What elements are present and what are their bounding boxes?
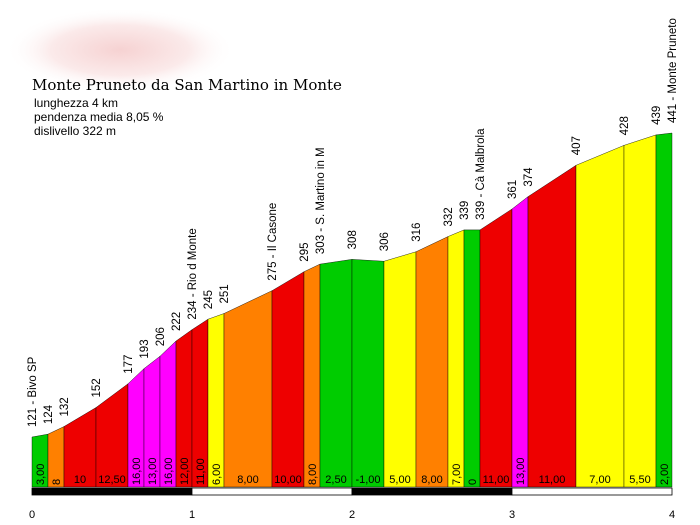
profile-segment [383, 251, 417, 488]
grade-label: 7,00 [451, 464, 463, 485]
title-glow [5, 8, 235, 92]
grade-label: 0 [467, 479, 479, 485]
elevation-label: 439 [651, 106, 663, 125]
scale-bar-km [191, 487, 353, 496]
grade-label: -1,00 [355, 474, 380, 486]
stat-length: lunghezza 4 km [34, 96, 118, 110]
scale-bar-km [31, 487, 193, 496]
grade-label: 8,00 [421, 474, 442, 486]
grade-label: 11,00 [195, 458, 207, 485]
elevation-label: 206 [155, 327, 167, 346]
grade-label: 11,00 [539, 474, 566, 486]
elevation-label: 441 - Monte Pruneto [667, 18, 679, 123]
elevation-label: 407 [571, 136, 583, 155]
grade-label: 5,50 [629, 474, 650, 486]
grade-label: 2,00 [659, 464, 671, 485]
elevation-label: 251 [219, 284, 231, 303]
x-tick-label: 3 [509, 509, 515, 521]
grade-label: 13,00 [515, 457, 527, 485]
distance-scale-bar [31, 487, 673, 496]
elevation-label: 193 [139, 339, 151, 358]
elevation-label: 177 [123, 355, 135, 374]
profile-segment [479, 208, 513, 488]
scale-bar-km [351, 487, 513, 496]
elevation-label: 295 [299, 243, 311, 262]
elevation-label: 308 [347, 230, 359, 249]
elevation-label: 339 - Cà Malbrola [475, 128, 487, 220]
profile-segments [31, 132, 673, 488]
profile-segment [527, 164, 577, 488]
grade-label: 2,50 [325, 474, 346, 486]
profile-segment [47, 426, 65, 488]
grade-label: 7,00 [589, 474, 610, 486]
elevation-label: 222 [171, 312, 183, 331]
grade-label: 3,00 [35, 464, 47, 485]
elevation-label: 428 [619, 116, 631, 135]
elevation-label: 361 [507, 180, 519, 199]
elevation-label: 234 - Rio d Monte [187, 228, 199, 319]
x-tick-label: 2 [349, 509, 355, 521]
grade-label: 8 [51, 479, 63, 485]
profile-segment [447, 229, 465, 488]
elevation-label: 339 [459, 201, 471, 220]
scale-bar-km [511, 487, 673, 496]
profile-segment [351, 259, 385, 488]
elevation-label: 245 [203, 290, 215, 309]
grade-label: 11,00 [483, 474, 510, 486]
profile-segment [575, 145, 625, 488]
profile-segment [415, 236, 449, 488]
profile-segment [303, 263, 321, 488]
elevation-label: 332 [443, 207, 455, 226]
grade-label: 16,00 [131, 457, 143, 485]
elevation-label: 152 [91, 378, 103, 397]
stat-average-grade: pendenza media 8,05 % [34, 110, 164, 124]
elevation-label: 306 [379, 232, 391, 251]
grade-label: 10 [74, 474, 86, 486]
grade-label: 6,00 [211, 464, 223, 485]
grade-label: 8,00 [307, 464, 319, 485]
elevation-label: 275 - Il Casone [267, 203, 279, 281]
profile-segment [207, 313, 225, 488]
profile-segment [95, 383, 129, 488]
elevation-label: 316 [411, 223, 423, 242]
grade-label: 5,00 [389, 474, 410, 486]
profile-segment [511, 196, 529, 488]
elevation-label: 121 - Bivo SP [27, 356, 39, 427]
x-tick-label: 1 [189, 509, 195, 521]
x-axis-ticks: 0 1 2 3 4 [29, 509, 675, 521]
stat-elevation-gain: dislivello 322 m [34, 124, 116, 138]
grade-label: 13,00 [147, 457, 159, 485]
grade-labels: 3,00 8 10 12,50 16,00 13,00 16,00 12,00 11,00 6,0… [35, 457, 671, 486]
elevation-label: 374 [523, 167, 535, 187]
profile-segment [319, 259, 353, 488]
profile-segment [463, 229, 481, 488]
elevation-label: 132 [59, 397, 71, 416]
profile-segment [655, 132, 673, 488]
grade-label: 8,00 [237, 474, 258, 486]
x-tick-label: 0 [29, 509, 35, 521]
profile-segment [223, 290, 273, 488]
x-tick-label: 4 [669, 509, 675, 521]
grade-label: 10,00 [274, 474, 302, 486]
grade-label: 12,50 [98, 474, 126, 486]
profile-segment [623, 134, 657, 488]
grade-label: 12,00 [179, 457, 191, 485]
elevation-label: 303 - S. Martino in M [315, 147, 327, 254]
elevation-label: 124 [43, 404, 55, 424]
profile-segment [271, 271, 305, 488]
grade-label: 16,00 [163, 457, 175, 485]
chart-title: Monte Pruneto da San Martino in Monte [32, 76, 342, 94]
elevation-labels: 121 - Bivo SP 124 132 152 177 193 206 222 234 - … [27, 18, 679, 427]
